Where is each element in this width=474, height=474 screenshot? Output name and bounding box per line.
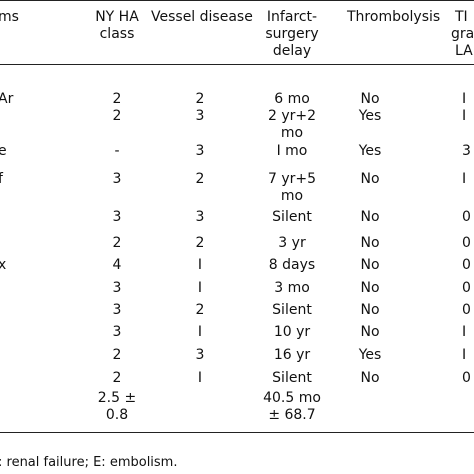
cell-vessel: 2 xyxy=(195,235,205,251)
header-delay-line1: Infarct- xyxy=(266,9,318,25)
cell-timi: I xyxy=(462,108,467,124)
cell-thrombolysis: No xyxy=(360,171,380,187)
cell-thrombolysis: Yes xyxy=(358,347,382,363)
cell-delay: Silent xyxy=(272,302,312,318)
cell-timi: 0 xyxy=(462,280,471,296)
bottom-rule xyxy=(0,432,474,433)
cell-vessel: 3 xyxy=(195,143,205,159)
cell-vessel: I xyxy=(197,324,203,340)
cell-delay: Silent xyxy=(272,209,312,225)
cell-timi: 0 xyxy=(462,209,471,225)
cell-nyha: 2 xyxy=(112,235,122,251)
cell-vessel: I xyxy=(197,370,203,386)
cell-nyha: 3 xyxy=(112,324,122,340)
cell-thrombolysis: No xyxy=(360,324,380,340)
cell-delay: 7 yr+5 xyxy=(267,171,317,187)
cell-patient: e xyxy=(0,143,7,159)
cell-nyha: - xyxy=(114,143,120,159)
cell-timi: 3 xyxy=(462,143,471,159)
cell-patient: f xyxy=(0,171,3,187)
cell-patient: Ar xyxy=(0,91,14,107)
top-rule xyxy=(0,0,474,1)
cell-timi: I xyxy=(462,91,467,107)
cell-patient: x xyxy=(0,257,7,273)
cell-nyha: 2 xyxy=(112,108,122,124)
cell-thrombolysis: Yes xyxy=(358,108,382,124)
cell-nyha: 3 xyxy=(112,280,122,296)
cell-vessel: 2 xyxy=(195,171,205,187)
cell-delay: 16 yr xyxy=(273,347,311,363)
cell-thrombolysis: No xyxy=(360,91,380,107)
header-delay-line2: surgery xyxy=(265,26,319,42)
cell-thrombolysis: No xyxy=(360,235,380,251)
header-thrombolysis: Thrombolysis xyxy=(347,9,441,25)
cell-delay: mo xyxy=(280,125,304,141)
footnote: : renal failure; E: embolism. xyxy=(0,455,178,470)
cell-timi: I xyxy=(462,347,467,363)
header-rule xyxy=(0,64,474,65)
cell-nyha: 3 xyxy=(112,171,122,187)
cell-nyha: 3 xyxy=(112,209,122,225)
header-nyha-line2: class xyxy=(99,26,135,42)
cell-thrombolysis: No xyxy=(360,257,380,273)
cell-thrombolysis: No xyxy=(360,280,380,296)
cell-thrombolysis: Yes xyxy=(358,143,382,159)
cell-vessel: I xyxy=(197,280,203,296)
cell-vessel: 2 xyxy=(195,91,205,107)
cell-vessel: 3 xyxy=(195,347,205,363)
header-patients: ms xyxy=(0,9,19,25)
summary-delay-line1: 40.5 mo xyxy=(263,390,321,406)
cell-thrombolysis: No xyxy=(360,302,380,318)
header-delay-line3: delay xyxy=(272,43,312,59)
cell-timi: 0 xyxy=(462,235,471,251)
cell-thrombolysis: No xyxy=(360,370,380,386)
summary-nyha-line2: 0.8 xyxy=(105,407,129,423)
cell-timi: I xyxy=(462,324,467,340)
cell-thrombolysis: No xyxy=(360,209,380,225)
cell-nyha: 4 xyxy=(112,257,122,273)
cell-nyha: 2 xyxy=(112,370,122,386)
header-vessel-disease: Vessel disease xyxy=(151,9,253,25)
cell-delay: 3 yr xyxy=(278,235,306,251)
cell-vessel: 2 xyxy=(195,302,205,318)
header-timi-line3: LA xyxy=(455,43,473,59)
cell-delay: 3 mo xyxy=(274,280,310,296)
cell-timi: I xyxy=(462,171,467,187)
header-timi-line1: TI xyxy=(455,9,468,25)
header-nyha-line1: NY HA xyxy=(95,9,139,25)
cell-vessel: 3 xyxy=(195,108,205,124)
cell-timi: 0 xyxy=(462,370,471,386)
cell-nyha: 3 xyxy=(112,302,122,318)
cell-nyha: 2 xyxy=(112,91,122,107)
cell-delay: mo xyxy=(280,188,304,204)
header-timi-line2: gra xyxy=(451,26,474,42)
cell-delay: 2 yr+2 xyxy=(267,108,317,124)
cell-delay: 6 mo xyxy=(274,91,310,107)
cell-vessel: I xyxy=(197,257,203,273)
summary-delay-line2: ± 68.7 xyxy=(268,407,316,423)
cell-vessel: 3 xyxy=(195,209,205,225)
cell-timi: 0 xyxy=(462,302,471,318)
cell-timi: 0 xyxy=(462,257,471,273)
cell-delay: I mo xyxy=(276,143,308,159)
cell-delay: 10 yr xyxy=(273,324,311,340)
cell-delay: Silent xyxy=(272,370,312,386)
summary-nyha-line1: 2.5 ± xyxy=(97,390,137,406)
cell-nyha: 2 xyxy=(112,347,122,363)
cell-delay: 8 days xyxy=(268,257,316,273)
